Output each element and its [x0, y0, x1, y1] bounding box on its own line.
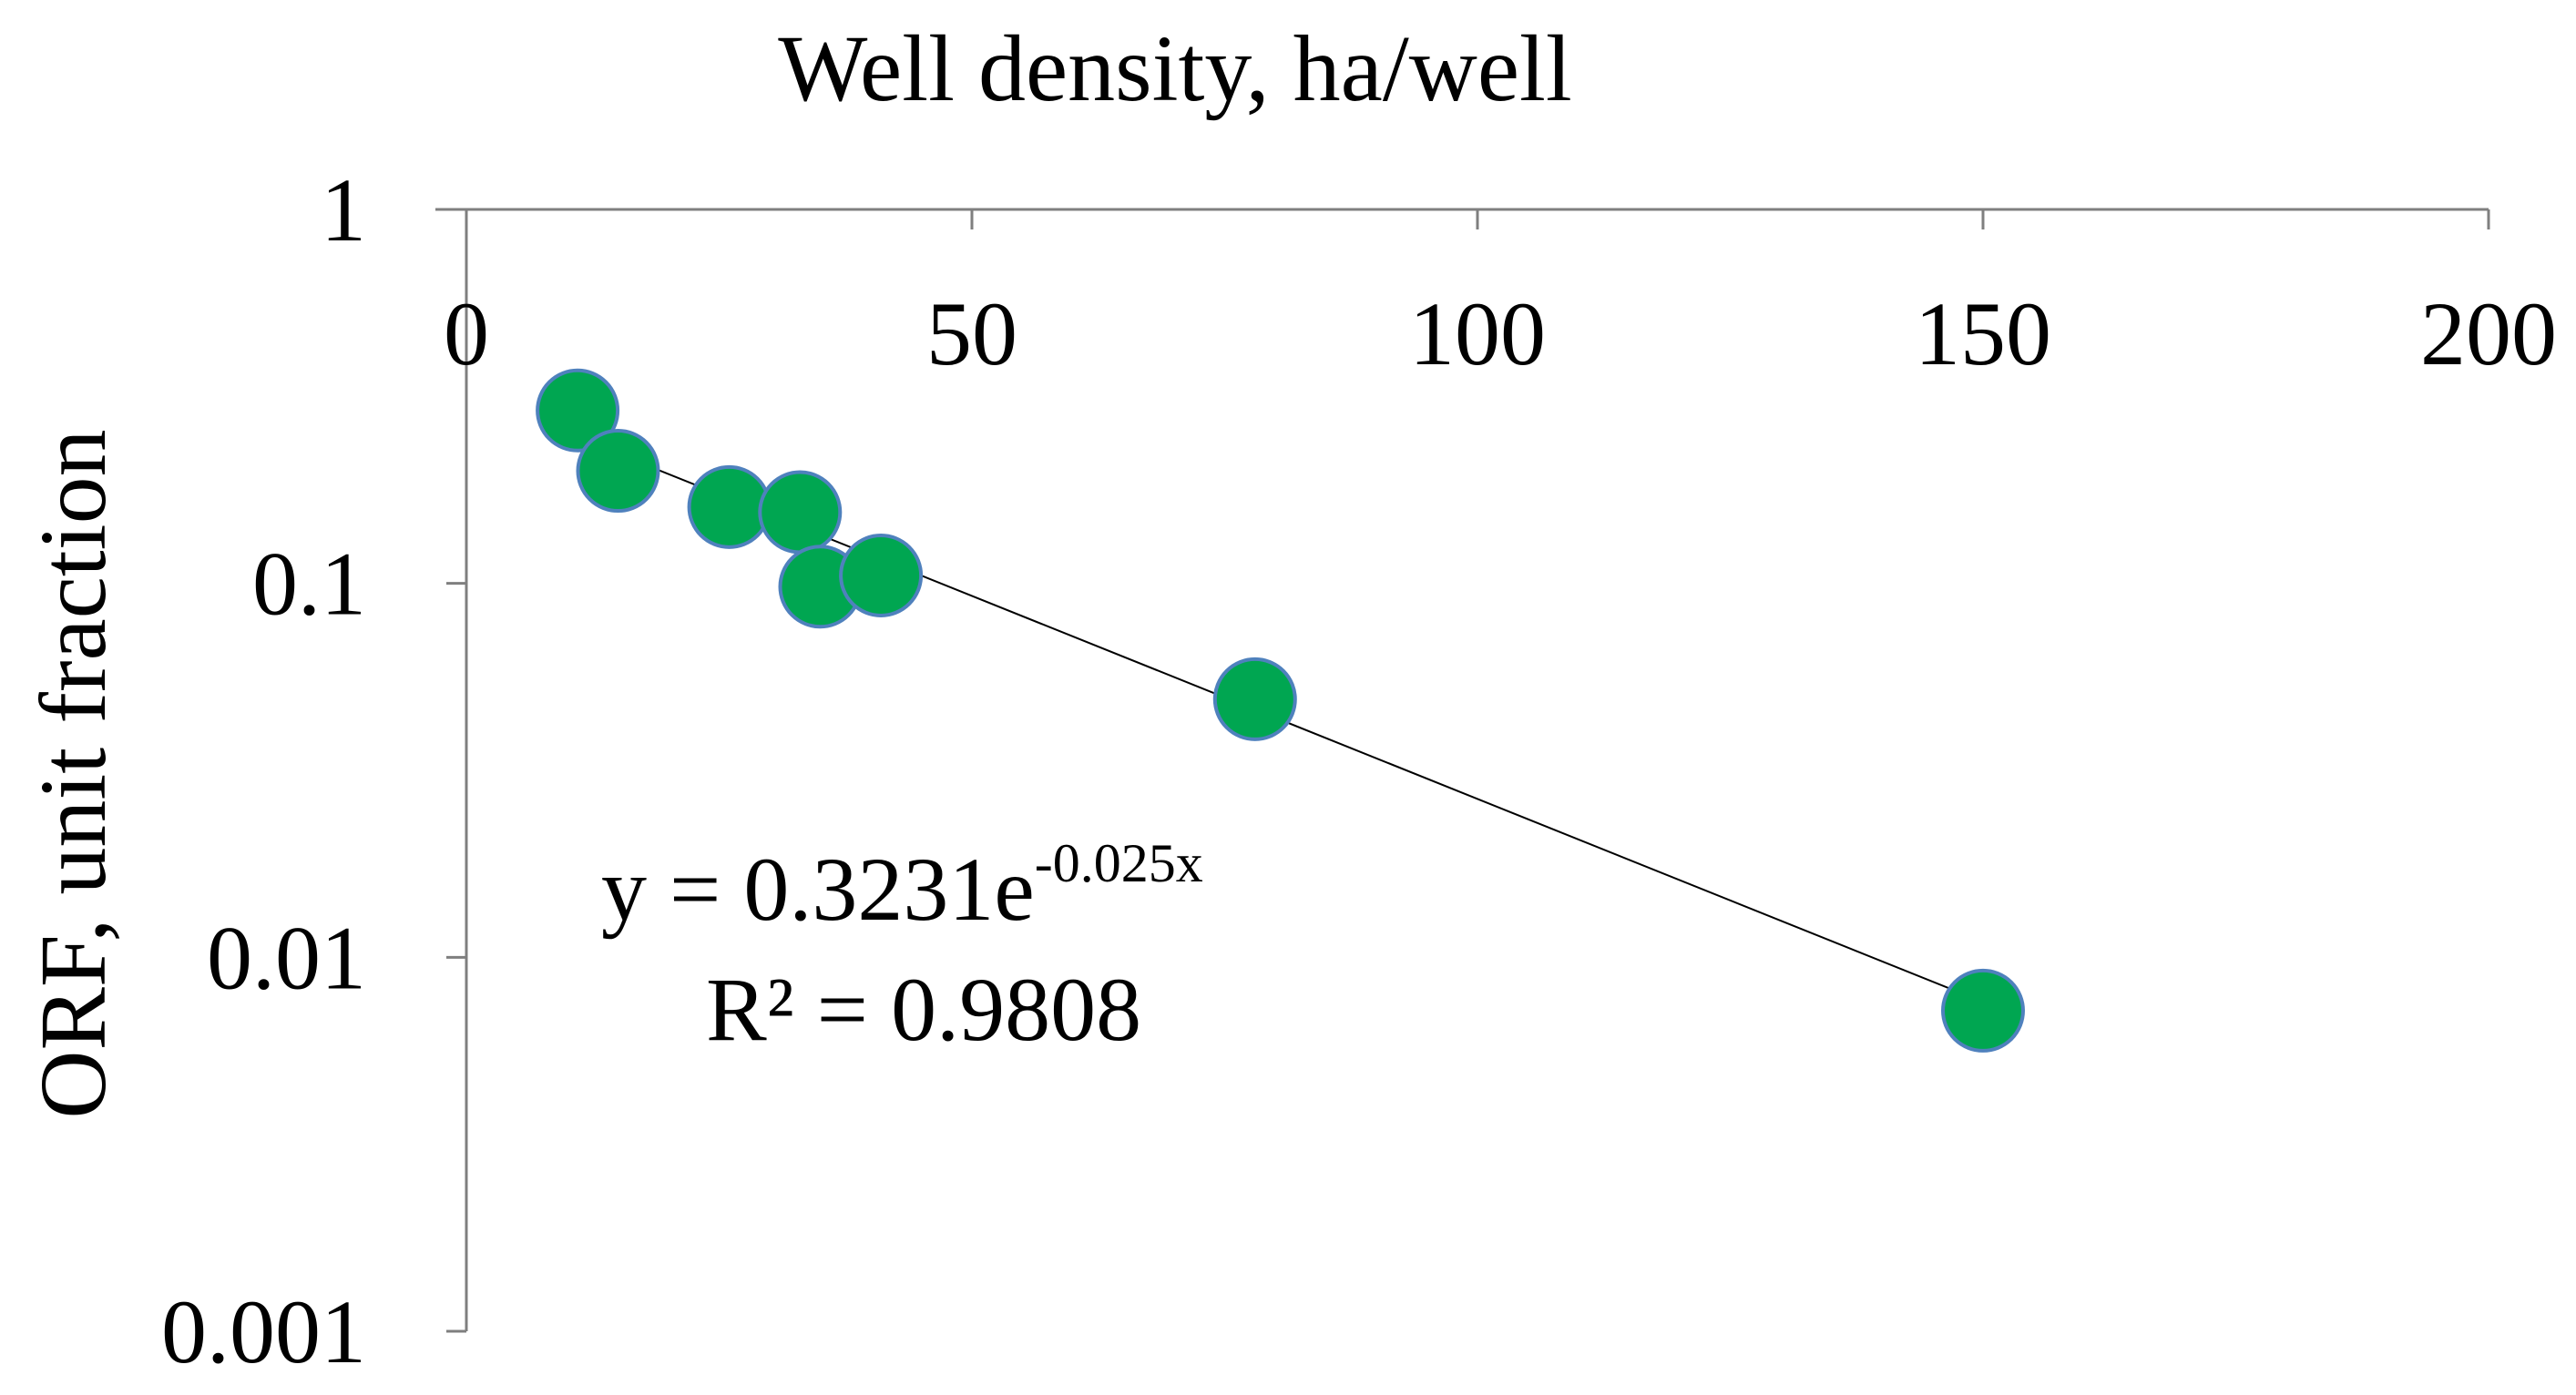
- x-tick-label: 150: [1915, 283, 2051, 384]
- data-point: [1941, 968, 2025, 1053]
- x-tick-label: 0: [444, 283, 489, 384]
- data-points: [536, 368, 2025, 1053]
- y-axis-label: ORF, unit fraction: [21, 429, 126, 1118]
- data-point: [687, 464, 772, 549]
- y-tick-label: 0.1: [252, 534, 366, 635]
- data-point: [1212, 657, 1297, 741]
- x-tick-label: 200: [2420, 283, 2557, 384]
- x-tick-labels: 0 50 100 150 200: [444, 283, 2557, 384]
- y-tick-labels: 1 0.1 0.01 0.001: [161, 159, 366, 1382]
- r-squared-label: R² = 0.9808: [706, 959, 1141, 1060]
- equation-exponent: -0.025x: [1035, 833, 1203, 893]
- data-point: [576, 429, 660, 514]
- x-tick-label: 100: [1409, 283, 1546, 384]
- data-point: [758, 470, 843, 555]
- x-tick-label: 50: [926, 283, 1017, 384]
- equation-base: y = 0.3231e: [601, 839, 1035, 940]
- chart-title: Well density, ha/well: [778, 16, 1572, 121]
- data-point: [536, 368, 620, 453]
- axes: [435, 208, 2490, 1333]
- trendline-equation: y = 0.3231e-0.025x: [601, 833, 1203, 940]
- y-tick-label: 1: [321, 159, 366, 260]
- y-tick-label: 0.001: [161, 1281, 366, 1382]
- data-point: [839, 533, 924, 617]
- y-tick-label: 0.01: [207, 907, 366, 1008]
